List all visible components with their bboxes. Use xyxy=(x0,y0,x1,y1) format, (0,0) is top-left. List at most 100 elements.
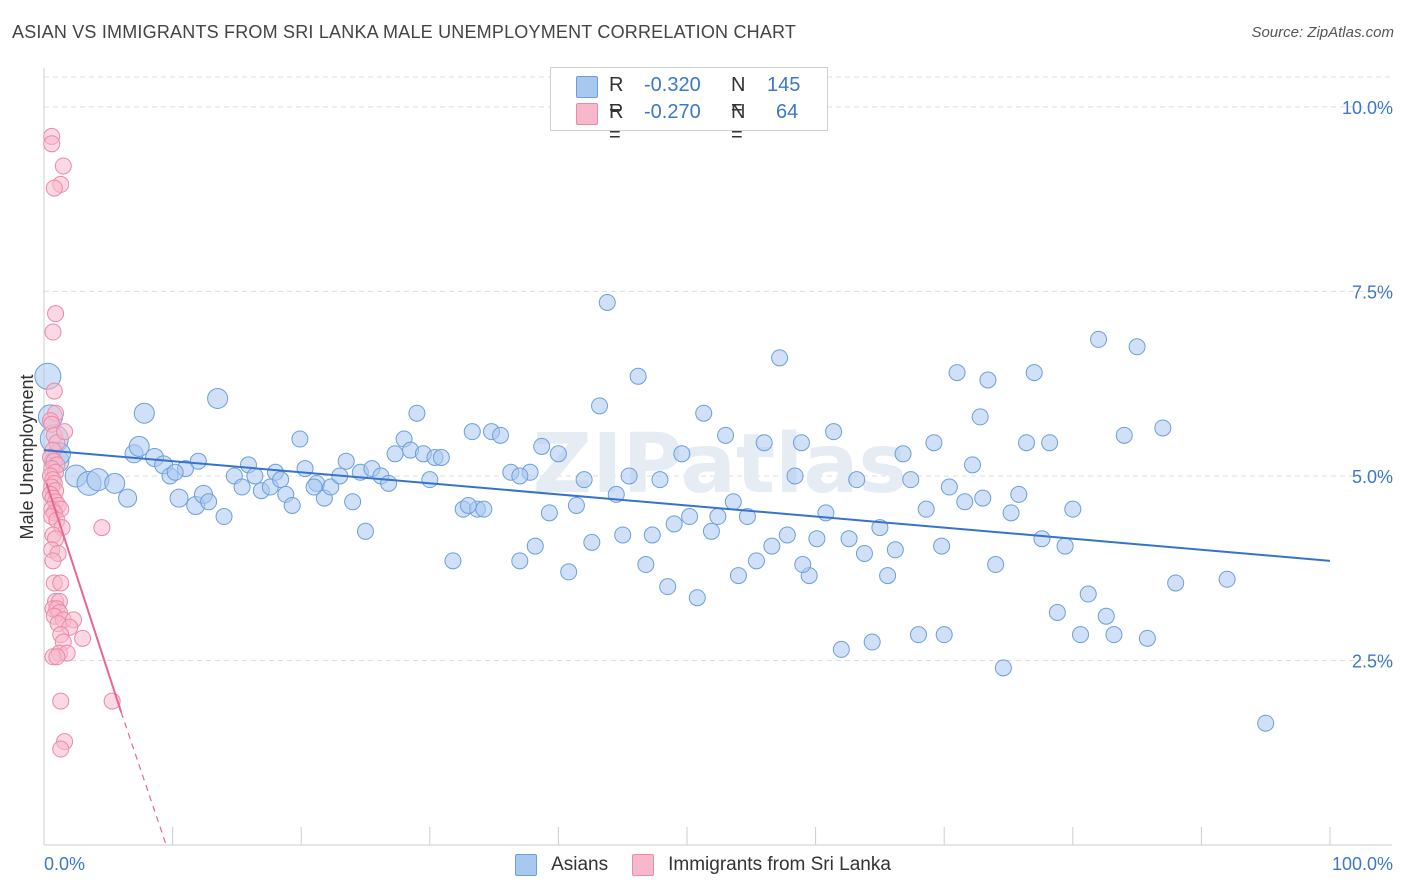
asians-point xyxy=(747,552,765,570)
r-value: -0.320 xyxy=(644,74,701,96)
asians-point xyxy=(1025,364,1043,382)
asians-point xyxy=(665,515,683,533)
asians-point xyxy=(614,526,632,544)
asians-point xyxy=(643,526,661,544)
asians-point xyxy=(540,504,558,522)
asians-point xyxy=(1056,537,1074,555)
asians-point xyxy=(987,556,1005,574)
asians-point xyxy=(1105,626,1123,644)
asians-point xyxy=(1064,500,1082,518)
sri-lanka-point xyxy=(93,519,111,537)
asians-point xyxy=(933,537,951,555)
sri-lanka-point xyxy=(54,157,72,175)
asians-point xyxy=(724,493,742,511)
asians-point xyxy=(475,500,493,518)
sri-lanka-legend-swatch xyxy=(632,854,655,876)
asians-point xyxy=(771,349,789,367)
asians-point xyxy=(1002,504,1020,522)
legend-item-sri-lanka[interactable]: Immigrants from Sri Lanka xyxy=(632,854,891,876)
asians-point xyxy=(1115,426,1133,444)
sri-lanka-point xyxy=(43,135,61,153)
asians-point xyxy=(963,456,981,474)
asians-point xyxy=(629,367,647,385)
asians-point xyxy=(894,445,912,463)
asians-point xyxy=(695,404,713,422)
asians-legend-swatch xyxy=(515,854,538,876)
sri-lanka-point xyxy=(74,629,92,647)
asians-point xyxy=(1257,714,1275,732)
stats-box: R = -0.320 N = 145 R = -0.270 N = 64 xyxy=(550,67,828,146)
asians-point xyxy=(215,508,233,526)
asians-point xyxy=(296,460,314,478)
sri-lanka-point xyxy=(47,305,65,323)
asians-point xyxy=(1033,530,1051,548)
y-tick-label: 10.0% xyxy=(1342,98,1393,118)
asians-point xyxy=(128,435,150,457)
asians-point xyxy=(233,478,251,496)
n-value: 145 xyxy=(767,74,801,96)
x-tick-label: 100.0% xyxy=(1332,854,1393,874)
sri-lanka-point xyxy=(45,179,63,197)
asians-point xyxy=(189,452,207,470)
legend-item-asians[interactable]: Asians xyxy=(515,854,608,876)
asians-point xyxy=(549,445,567,463)
legend-label-asians: Asians xyxy=(551,854,609,875)
asians-point xyxy=(133,402,155,424)
sri-lanka-point xyxy=(44,552,62,570)
asians-point xyxy=(855,544,873,562)
asians-point xyxy=(659,578,677,596)
chart-title: ASIAN VS IMMIGRANTS FROM SRI LANKA MALE … xyxy=(12,22,797,42)
asians-point xyxy=(246,467,264,485)
asians-point xyxy=(322,478,340,496)
asians-point xyxy=(526,537,544,555)
asians-point xyxy=(709,508,727,526)
sri-lanka-trendline xyxy=(45,483,123,713)
r-value: -0.270 xyxy=(644,101,701,123)
asians-point xyxy=(956,493,974,511)
asians-point xyxy=(1154,419,1172,437)
asians-point xyxy=(778,526,796,544)
asians-point xyxy=(871,519,889,537)
asians-point xyxy=(1097,607,1115,625)
sri-lanka-point xyxy=(48,648,66,666)
asians-point xyxy=(786,467,804,485)
asians-point xyxy=(533,437,551,455)
asians-point xyxy=(386,445,404,463)
asians-point xyxy=(909,626,927,644)
asians-point xyxy=(1167,574,1185,592)
asians-point xyxy=(463,423,481,441)
asians-point xyxy=(808,530,826,548)
asians-point xyxy=(902,471,920,489)
asians-point xyxy=(511,467,529,485)
asians-point xyxy=(567,496,585,514)
asians-point xyxy=(1079,585,1097,603)
asians-point xyxy=(1048,604,1066,621)
asians-point xyxy=(1138,629,1156,647)
sri-lanka-point xyxy=(52,692,70,710)
asians-point xyxy=(408,404,426,422)
asians-point xyxy=(344,493,362,511)
asians-point xyxy=(763,537,781,555)
y-axis-label: Male Unemployment xyxy=(17,374,37,539)
sri-lanka-point xyxy=(56,423,74,441)
asians-point xyxy=(1128,338,1146,356)
sri-lanka-point xyxy=(45,382,63,400)
asians-point xyxy=(560,563,578,581)
sri-lanka-point xyxy=(52,740,70,758)
asians-point xyxy=(688,589,706,607)
asians-point xyxy=(169,488,189,508)
asians-point xyxy=(925,434,943,452)
asians-point xyxy=(825,423,843,441)
asians-point xyxy=(673,445,691,463)
asians-point xyxy=(637,556,655,574)
asians-trendline xyxy=(43,449,1331,562)
asians-point xyxy=(583,533,601,551)
asians-point xyxy=(979,371,997,389)
asians-point xyxy=(598,294,616,311)
asians-point xyxy=(738,508,756,526)
n-label: N = xyxy=(731,74,746,119)
asians-point xyxy=(272,471,290,489)
asians-point xyxy=(200,493,218,511)
asians-point xyxy=(840,530,858,548)
sri-lanka-point xyxy=(44,323,62,341)
